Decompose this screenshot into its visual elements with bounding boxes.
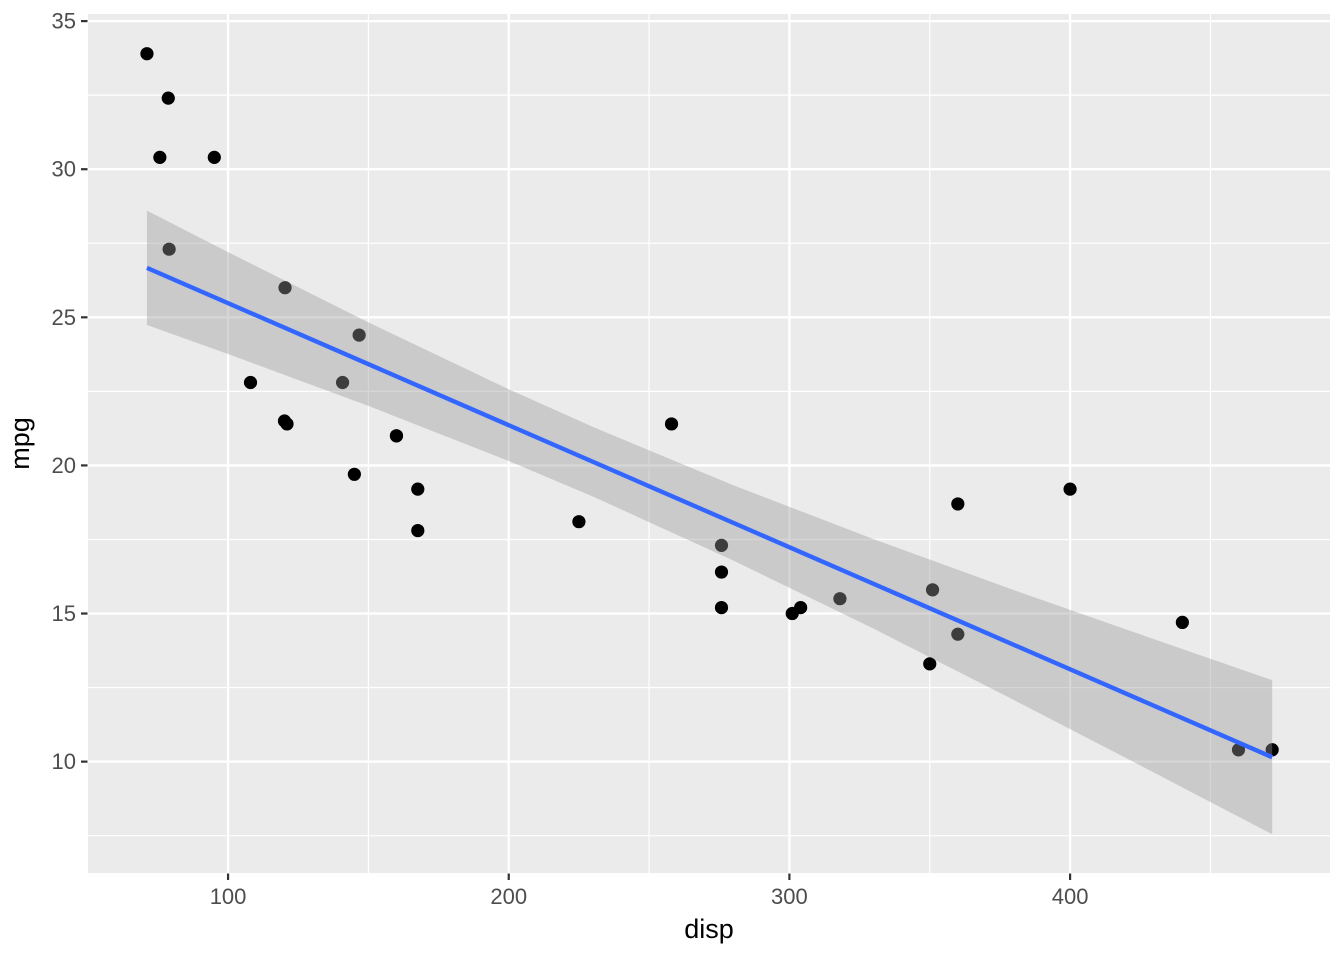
data-point (207, 150, 221, 164)
gridlines-minor (88, 14, 1330, 873)
y-tick-label: 35 (52, 9, 76, 34)
regression-line-layer (146, 265, 1274, 760)
data-point (411, 482, 425, 496)
y-tick-label: 15 (52, 601, 76, 626)
data-point (664, 417, 679, 431)
data-point (335, 375, 350, 390)
data-point (1175, 615, 1189, 630)
x-tick-label: 200 (490, 884, 527, 909)
data-point (352, 328, 366, 342)
data-point (389, 429, 404, 443)
x-tick-label: 400 (1052, 884, 1089, 909)
y-tick-label: 25 (52, 305, 76, 330)
data-point (714, 600, 729, 615)
plot-panel-layer (88, 14, 1330, 873)
data-point (278, 281, 292, 295)
data-point (1265, 743, 1279, 757)
data-point (1063, 482, 1077, 496)
data-point (280, 417, 294, 431)
data-point (161, 91, 175, 105)
data-point (411, 523, 425, 538)
data-point (572, 515, 586, 529)
data-point (347, 467, 361, 481)
gridlines-major (88, 14, 1330, 873)
regression-line (146, 265, 1274, 760)
data-point (951, 627, 965, 641)
data-point (714, 538, 729, 552)
confidence-ribbon (146, 210, 1273, 835)
data-point (833, 592, 847, 606)
axis-tick-labels: 100 200 300 400 10 15 20 25 30 35 (52, 9, 1089, 909)
x-tick-label: 300 (771, 884, 808, 909)
y-tick-label: 30 (52, 157, 76, 182)
data-point (140, 47, 154, 61)
x-axis-title: disp (684, 914, 734, 944)
data-point (1231, 743, 1246, 757)
data-point (162, 242, 176, 256)
y-tick-label: 20 (52, 453, 76, 478)
y-tick-label: 10 (52, 749, 76, 774)
x-tick-label: 100 (210, 884, 247, 909)
data-point (714, 565, 729, 579)
data-point (243, 375, 258, 390)
data-point (923, 657, 937, 671)
axis-ticks (81, 20, 1072, 880)
data-point (785, 606, 799, 621)
y-axis-title: mpg (5, 417, 35, 470)
data-point (925, 583, 940, 597)
data-points (140, 47, 1279, 757)
confidence-ribbon-layer (146, 210, 1273, 835)
data-point (951, 497, 965, 511)
data-point (153, 150, 167, 164)
plot-panel (88, 14, 1330, 873)
